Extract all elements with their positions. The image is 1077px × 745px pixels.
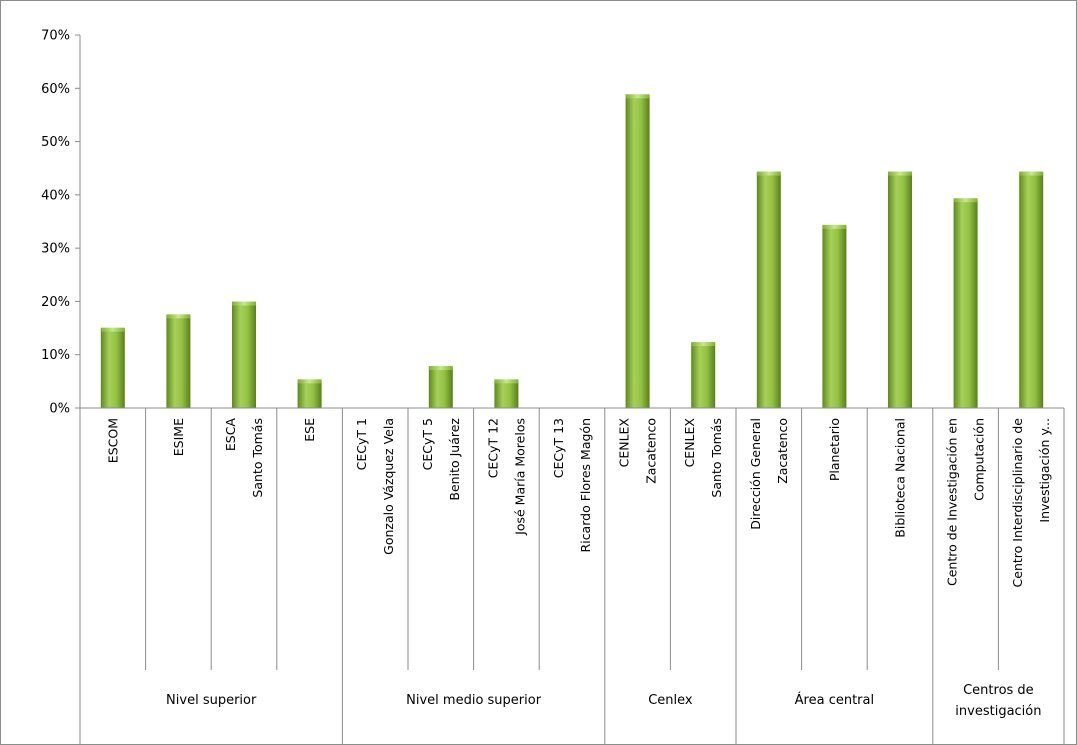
x-tick-label: ESCOM <box>105 418 120 463</box>
x-tick-label: Santo Tomás <box>709 418 724 498</box>
bar <box>888 171 912 408</box>
bar-cap <box>625 94 650 99</box>
x-tick-label: Zacatenco <box>644 418 659 484</box>
bar-cap <box>100 327 125 332</box>
x-tick-label: Dirección General <box>748 418 763 530</box>
y-axis: 0% 10% 20% 30% 40% 50% 60% 70% <box>41 29 81 417</box>
x-tick-label: Santo Tomás <box>250 418 265 498</box>
bar-cap <box>888 171 912 176</box>
x-tick-label: José María Morelos <box>512 418 527 536</box>
bar <box>822 224 847 408</box>
bar-body <box>625 96 650 409</box>
group-label: Centros de <box>963 683 1034 698</box>
bar <box>953 198 978 408</box>
bar <box>1019 171 1044 408</box>
x-tick-label: CECyT 12 <box>485 418 500 478</box>
bar-cap <box>953 198 978 203</box>
y-tick-label: 20% <box>41 295 70 310</box>
bar-cap <box>232 301 256 306</box>
y-tick-label: 40% <box>41 188 70 203</box>
bar <box>166 314 191 408</box>
bar-cap <box>297 379 322 384</box>
bar-body <box>953 200 978 408</box>
y-tick-label: 0% <box>49 402 70 417</box>
x-tick-label: CECyT 5 <box>420 418 435 470</box>
bar-cap <box>822 224 847 229</box>
bar <box>756 171 781 408</box>
bar-cap <box>691 342 716 347</box>
bar <box>625 94 650 409</box>
x-tick-label: Centro Interdisciplinario de <box>1010 418 1025 588</box>
x-tick-label: ESE <box>302 418 317 442</box>
bar-body <box>494 381 519 408</box>
x-tick-label: CENLEX <box>682 418 697 468</box>
x-tick-label: Ricardo Flores Magón <box>578 418 593 552</box>
group-label: Área central <box>795 692 874 708</box>
bar-body <box>428 368 453 408</box>
x-tick-label: Centro de Investigación en <box>945 418 960 586</box>
x-tick-label: Computación <box>972 418 987 501</box>
bar-body <box>822 226 847 408</box>
y-tick-label: 50% <box>41 135 70 150</box>
bar-cap <box>756 171 781 176</box>
x-tick-label: ESIME <box>171 418 186 456</box>
bar-body <box>1019 173 1044 408</box>
x-tick-label: Benito Juárez <box>447 418 462 501</box>
bar <box>428 366 453 408</box>
group-label: Nivel medio superior <box>406 693 542 708</box>
bar <box>297 379 322 408</box>
x-tick-label: Planetario <box>827 418 842 481</box>
x-tick-label: Gonzalo Vázquez Vela <box>381 418 396 555</box>
x-axis: ESCOM ESIME ESCA Santo Tomás ESE CECyT 1 Gonza… <box>79 407 1065 745</box>
bar <box>494 379 519 408</box>
bar-cap <box>428 366 453 371</box>
bar-body <box>756 173 781 408</box>
x-tick-label: CECyT 1 <box>354 418 369 470</box>
y-tick-label: 70% <box>41 29 70 44</box>
y-tick-label: 30% <box>41 242 70 257</box>
bar-cap <box>1019 171 1044 176</box>
group-label: Nivel superior <box>166 693 257 708</box>
x-tick-label: Biblioteca Nacional <box>893 418 908 538</box>
bar-body <box>888 173 912 408</box>
bar-body <box>100 329 125 408</box>
group-label: investigación <box>955 704 1041 719</box>
bar-cap <box>494 379 519 384</box>
group-label: Cenlex <box>648 693 693 708</box>
bar <box>232 301 256 408</box>
x-tick-label: ESCA <box>223 418 238 452</box>
bar-body <box>166 316 191 408</box>
bar-body <box>297 381 322 408</box>
bar-body <box>691 344 716 408</box>
bars <box>100 94 1044 409</box>
y-tick-label: 10% <box>41 348 70 363</box>
bar-cap <box>166 314 191 319</box>
x-tick-label: CECyT 13 <box>551 418 566 478</box>
bar-body <box>232 303 256 408</box>
x-tick-label: CENLEX <box>617 418 632 468</box>
y-tick-label: 60% <box>41 82 70 97</box>
x-tick-label: Zacatenco <box>775 418 790 484</box>
bar <box>691 342 716 408</box>
x-tick-label: Investigación y... <box>1037 418 1052 523</box>
bar <box>100 327 125 408</box>
